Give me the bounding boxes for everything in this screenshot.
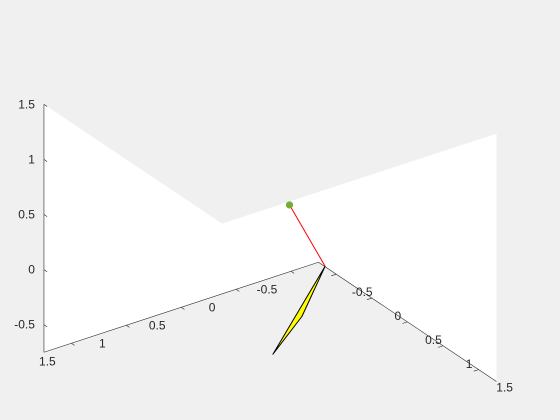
z-tick-mark bbox=[43, 159, 48, 162]
y-tick-mark bbox=[126, 325, 130, 328]
z-tick-label: 1.5 bbox=[18, 97, 35, 111]
x-tick-mark bbox=[473, 369, 479, 372]
y-tick-label: -0.5 bbox=[257, 282, 278, 296]
x-tick-label: 0 bbox=[395, 309, 402, 323]
y-tick-mark bbox=[71, 343, 75, 346]
x-tick-mark bbox=[402, 321, 408, 324]
x-tick-label: 0.5 bbox=[425, 333, 442, 347]
z-tick-mark bbox=[43, 269, 48, 273]
z-tick-label: 1 bbox=[28, 152, 35, 166]
axes-background bbox=[43, 104, 497, 382]
z-tick-label: -0.5 bbox=[14, 318, 35, 332]
tick-marks bbox=[43, 104, 479, 372]
red-line-segment bbox=[289, 204, 326, 267]
y-tick-label: 0 bbox=[209, 300, 216, 314]
z-tick-mark bbox=[43, 324, 48, 328]
y-tick-mark bbox=[290, 271, 295, 274]
y-tick-label: 1 bbox=[99, 336, 106, 350]
x-tick-mark bbox=[438, 345, 444, 348]
x-tick-label: 1.5 bbox=[496, 381, 513, 395]
z-tick-mark bbox=[43, 104, 48, 107]
x-tick-mark bbox=[331, 273, 337, 277]
axes-faces bbox=[43, 104, 497, 382]
green-point-marker bbox=[285, 201, 294, 209]
z-tick-label: 0.5 bbox=[18, 208, 35, 222]
z-tick-mark bbox=[43, 214, 48, 217]
yellow-triangle-patch bbox=[272, 265, 326, 355]
x-tick-mark bbox=[366, 297, 372, 300]
y-tick-label: 1.5 bbox=[39, 354, 56, 368]
y-tick-mark bbox=[235, 289, 240, 292]
y-tick-label: 0.5 bbox=[149, 318, 166, 332]
y-tick-mark bbox=[181, 307, 185, 310]
x-tick-label: 1 bbox=[466, 357, 473, 371]
tick-labels: -0.5 0 0.5 1 1.5 -0.5 0 0.5 1 1.5 -0.5 0 0.5 1 1.5 bbox=[14, 97, 513, 394]
z-tick-label: 0 bbox=[28, 263, 35, 277]
plot-objects bbox=[272, 201, 326, 355]
x-tick-label: -0.5 bbox=[352, 285, 373, 299]
